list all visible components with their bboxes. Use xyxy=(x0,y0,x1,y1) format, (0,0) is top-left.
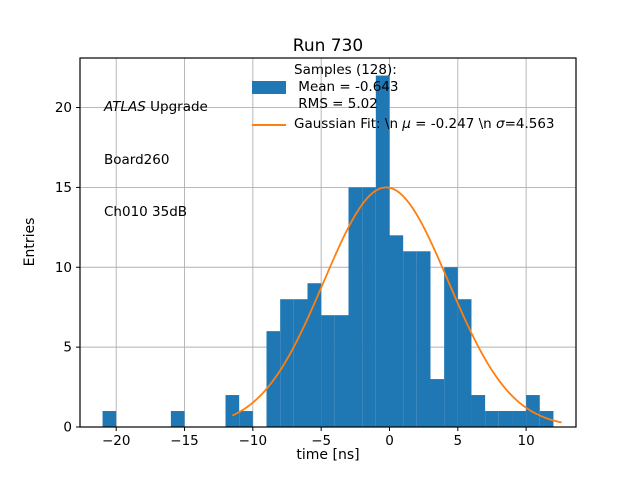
gaussian-line-swatch xyxy=(252,123,286,126)
x-tick-label: −10 xyxy=(239,433,268,449)
gaussian-legend-text: Gaussian Fit: \n μ = -0.247 \n σ=4.563 xyxy=(294,116,555,133)
histogram-bar xyxy=(444,267,458,427)
x-tick-label: 10 xyxy=(518,433,535,449)
histogram-bar xyxy=(280,299,294,427)
histogram-bar xyxy=(430,379,445,427)
histogram-bar xyxy=(239,411,253,427)
histogram-bar xyxy=(321,315,335,427)
annotation-upgrade: Upgrade xyxy=(145,99,208,115)
samples-legend-text: Samples (128): Mean = -0.643 RMS = 5.02 xyxy=(294,62,399,113)
gaussian-label-p3: =4.563 xyxy=(504,116,555,132)
x-tick-label: −20 xyxy=(102,433,131,449)
gaussian-line-holder xyxy=(252,123,286,126)
x-tick-label: −5 xyxy=(311,433,331,449)
y-tick-label: 0 xyxy=(63,420,72,436)
annotation-atlas: ATLAS xyxy=(104,99,146,115)
tick-labels: −20 −15 −10 −5 0 5 10 0 5 10 15 20 xyxy=(55,100,535,449)
samples-rms-label: RMS = 5.02 xyxy=(294,96,378,112)
histogram-bar xyxy=(334,315,349,427)
samples-mean-label: Mean = -0.643 xyxy=(294,79,399,95)
histogram-bar xyxy=(102,411,117,427)
axes-frame xyxy=(79,57,577,428)
histogram-bar xyxy=(362,187,376,427)
legend: Samples (128): Mean = -0.643 RMS = 5.02 … xyxy=(252,62,555,136)
mu-symbol: μ xyxy=(402,116,411,132)
y-tick-label: 5 xyxy=(63,340,72,356)
y-axis-label: Entries xyxy=(22,217,38,267)
histogram-bar xyxy=(457,299,472,427)
y-tick-label: 20 xyxy=(55,100,72,116)
gaussian-fit-curve xyxy=(231,186,562,424)
annotation-line1: ATLAS Upgrade xyxy=(104,99,208,117)
legend-entry-gaussian: Gaussian Fit: \n μ = -0.247 \n σ=4.563 xyxy=(252,116,555,133)
histogram-bar xyxy=(293,299,308,427)
histogram-bar xyxy=(225,395,240,427)
annotation-line2: Board260 xyxy=(104,151,170,168)
y-tick-label: 15 xyxy=(55,180,72,196)
histogram-bar xyxy=(375,75,390,427)
x-axis-label: time [ns] xyxy=(296,447,360,463)
y-tick-label: 10 xyxy=(55,260,72,276)
sigma-symbol: σ xyxy=(496,116,505,132)
histogram-bar xyxy=(471,395,486,427)
histogram-bar xyxy=(403,251,417,427)
gaussian-label-p1: Gaussian Fit: \n xyxy=(294,116,403,132)
samples-count-label: Samples (128): xyxy=(294,62,397,78)
chart-title: Run 730 xyxy=(292,36,364,56)
legend-entry-samples: Samples (128): Mean = -0.643 RMS = 5.02 xyxy=(252,62,555,113)
samples-color-swatch xyxy=(252,81,286,94)
histogram-bar xyxy=(348,187,363,427)
tick-marks xyxy=(76,107,527,431)
gaussian-label-p2: = -0.247 \n xyxy=(410,116,496,132)
histogram-bar xyxy=(389,235,404,427)
histogram-bar xyxy=(485,411,499,427)
histogram-bar xyxy=(307,283,322,427)
x-tick-label: −15 xyxy=(170,433,199,449)
x-tick-label: 5 xyxy=(454,433,463,449)
histogram-bar xyxy=(170,411,185,427)
histogram-bars xyxy=(102,75,554,427)
x-tick-label: 0 xyxy=(385,433,394,449)
annotation-text: ATLAS Upgrade Board260 Ch010 35dB xyxy=(104,64,208,257)
histogram-bar xyxy=(512,411,527,427)
annotation-line3: Ch010 35dB xyxy=(104,204,188,220)
histogram-bar xyxy=(498,411,513,427)
histogram-bar xyxy=(416,251,431,427)
samples-swatch-holder xyxy=(252,81,286,94)
